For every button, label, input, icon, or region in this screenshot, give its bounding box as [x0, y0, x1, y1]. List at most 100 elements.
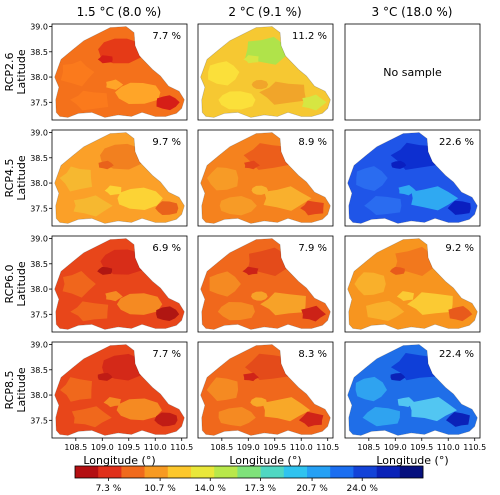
- x-tick-label: 108.5: [64, 443, 87, 452]
- contour-patch: [106, 79, 124, 90]
- contour-patch: [389, 266, 405, 275]
- region-outline: [347, 344, 478, 436]
- contour-patch: [302, 94, 327, 111]
- contour-patch: [354, 272, 386, 296]
- region-outline: [200, 344, 331, 436]
- contour-patch: [260, 292, 306, 316]
- panel-frame: [197, 129, 334, 227]
- panel-value-label: 7.9 %: [298, 243, 327, 254]
- colorbar-segment: [121, 466, 145, 478]
- colorbar-segment: [399, 466, 424, 478]
- x-tick-label: 109.5: [117, 443, 140, 452]
- contour-patch: [355, 376, 387, 402]
- contour-patch: [71, 406, 112, 428]
- panel-value-label: 8.3 %: [298, 349, 327, 360]
- y-axis-label: Latitude: [15, 49, 28, 95]
- row-label: RCP8.5: [3, 371, 16, 410]
- map-panel: 22.6 %: [344, 129, 481, 227]
- colorbar-segment: [260, 466, 285, 478]
- y-tick-label: 37.5: [30, 204, 48, 213]
- contour-patch: [59, 166, 93, 192]
- x-tick-label: 109.5: [263, 443, 286, 452]
- region-map: [200, 132, 331, 224]
- column-header-2: 2 °C (9.1 %): [228, 5, 301, 19]
- contour-patch: [259, 81, 307, 105]
- colorbar-tick-label: 20.7 %: [296, 484, 328, 494]
- panel-frame: [51, 23, 188, 121]
- x-tick-label: 110.5: [463, 443, 486, 452]
- contour-patch: [73, 195, 113, 217]
- contour-patch: [244, 160, 260, 170]
- contour-patch: [251, 185, 269, 195]
- colorbar-segment: [307, 466, 331, 478]
- panel-value-label: 7.7 %: [152, 349, 181, 360]
- panel-frame: [197, 341, 334, 439]
- y-tick-label: 38.0: [30, 73, 48, 82]
- map-panel: 11.2 %: [197, 23, 334, 121]
- contour-patch: [366, 300, 405, 321]
- region-map: [347, 344, 478, 436]
- map-panel: 7.9 %: [197, 235, 334, 333]
- contour-patch: [60, 377, 92, 402]
- y-tick-label: 38.5: [30, 48, 48, 57]
- contour-patch: [154, 412, 178, 427]
- map-panel: 22.4 % 108.5 109.0 109.5 110.0 110.5 Longitude…: [344, 341, 486, 467]
- panel-frame: [197, 235, 334, 333]
- contour-patch: [243, 372, 259, 382]
- contour-patch: [208, 61, 240, 86]
- panel-value-label: 22.6 %: [439, 137, 474, 148]
- contour-patch: [397, 397, 415, 407]
- contour-patch: [116, 398, 162, 421]
- x-tick-label: 108.5: [210, 443, 233, 452]
- contour-patch: [242, 266, 259, 276]
- panel-frame: [344, 129, 481, 227]
- contour-patch: [411, 186, 459, 211]
- panel-frame: [197, 23, 334, 121]
- colorbar-segment: [330, 466, 354, 478]
- panel-value-label: 6.9 %: [152, 243, 181, 254]
- contour-patch: [209, 271, 241, 297]
- region-map: [54, 238, 185, 330]
- x-axis-label: Longitude (°): [83, 454, 155, 467]
- region-outline: [347, 238, 478, 330]
- contour-patch: [217, 302, 255, 321]
- map-panel: 9.7 % 39.0 38.5 38.0 37.5 RCP4.5 Latitude: [3, 129, 188, 227]
- contour-patch: [70, 301, 109, 322]
- contour-patch: [219, 196, 257, 216]
- panel-value-label: 9.7 %: [152, 137, 181, 148]
- y-tick-label: 39.0: [30, 23, 48, 32]
- panel-value-label: 7.7 %: [152, 31, 181, 42]
- colorbar-tick-label: 14.0 %: [195, 484, 227, 494]
- contour-patch: [263, 186, 312, 211]
- x-axis-label: Longitude (°): [229, 454, 301, 467]
- contour-patch: [251, 291, 268, 301]
- colorbar-frame: [74, 465, 424, 479]
- y-tick-label: 39.0: [30, 341, 48, 350]
- contour-patch: [97, 372, 113, 381]
- y-tick-label: 38.5: [30, 154, 48, 163]
- region-map: [200, 344, 331, 436]
- contour-patch: [156, 95, 180, 111]
- contour-patch: [60, 60, 95, 87]
- map-panel: 7.7 % 39.0 38.5 38.0 37.5 RCP8.5 Latitude 108.5…: [3, 341, 193, 467]
- colorbar-segment: [376, 466, 401, 478]
- contour-patch: [362, 407, 400, 427]
- contour-patch: [207, 167, 239, 191]
- contour-patch: [62, 271, 96, 298]
- x-tick-label: 109.0: [384, 443, 407, 452]
- region-map: [54, 132, 185, 224]
- region-map: [200, 26, 331, 118]
- region-outline: [200, 26, 331, 118]
- contour-patch: [156, 306, 180, 321]
- contour-patch: [390, 373, 406, 381]
- y-tick-label: 37.5: [30, 416, 48, 425]
- contour-patch: [206, 377, 239, 401]
- x-tick-label: 108.5: [357, 443, 380, 452]
- colorbar-tick-label: 24.0 %: [346, 484, 378, 494]
- contour-patch: [245, 353, 291, 380]
- contour-patch: [250, 397, 267, 407]
- x-tick-label: 109.5: [410, 443, 433, 452]
- panel-value-label: 11.2 %: [292, 31, 327, 42]
- contour-patch: [116, 293, 163, 315]
